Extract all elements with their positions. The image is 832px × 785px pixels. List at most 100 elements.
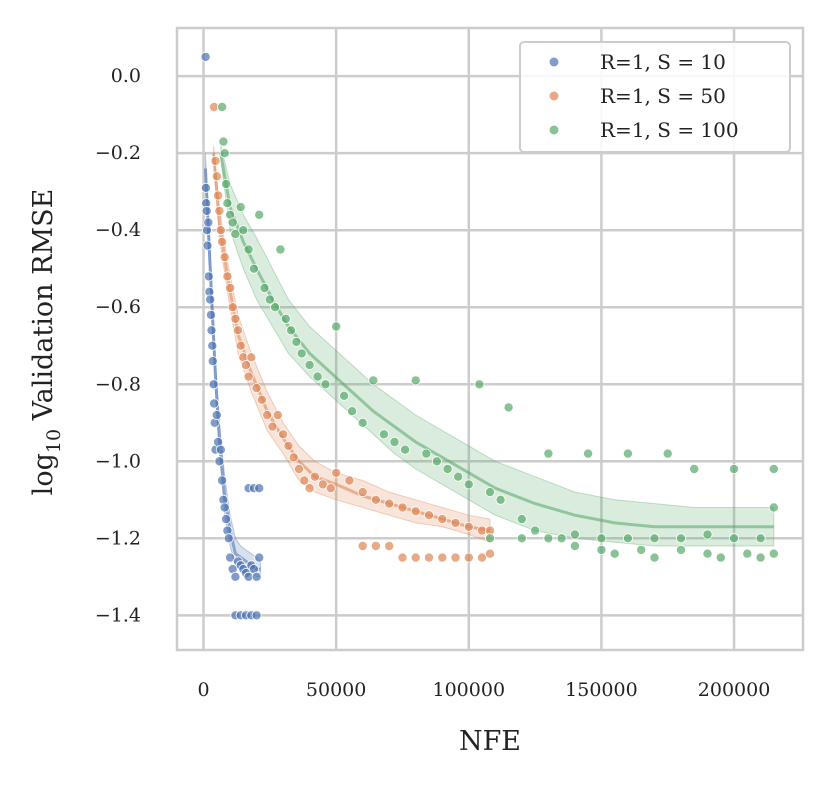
legend-label-s10: R=1, S = 10 (600, 50, 726, 74)
point-series-0 (219, 502, 230, 513)
point-series-2 (742, 548, 753, 559)
point-series-1 (410, 552, 421, 563)
point-series-2 (230, 228, 241, 239)
point-series-1 (230, 313, 241, 324)
point-series-1 (370, 541, 381, 552)
point-series-2 (543, 533, 554, 544)
point-series-2 (421, 448, 432, 459)
point-series-2 (243, 244, 254, 255)
y-tick-label: 0.0 (111, 65, 141, 87)
point-series-2 (219, 148, 230, 159)
point-series-1 (384, 541, 395, 552)
y-tick-label: −0.4 (95, 219, 141, 241)
point-series-1 (325, 483, 336, 494)
point-series-1 (210, 155, 221, 166)
point-series-2 (715, 552, 726, 563)
point-series-0 (201, 205, 212, 216)
point-series-1 (476, 552, 487, 563)
point-series-1 (450, 517, 461, 528)
point-series-0 (207, 356, 218, 367)
point-series-2 (378, 429, 389, 440)
legend-marker-s100 (549, 125, 559, 135)
point-series-1 (215, 225, 226, 236)
point-series-2 (530, 525, 541, 536)
point-series-2 (280, 313, 291, 324)
point-series-0 (209, 398, 220, 409)
y-tick-label: −1.4 (95, 604, 141, 626)
point-series-2 (676, 544, 687, 555)
point-series-0 (205, 309, 216, 320)
point-series-2 (463, 479, 474, 490)
point-series-2 (609, 548, 620, 559)
point-series-2 (331, 321, 342, 332)
point-series-2 (286, 325, 297, 336)
point-series-1 (463, 521, 474, 532)
point-series-1 (299, 475, 310, 486)
point-series-1 (317, 479, 328, 490)
y-axis-title: log10 Validation RMSE (28, 189, 65, 496)
point-series-0 (251, 610, 262, 621)
point-series-1 (357, 541, 368, 552)
point-series-1 (227, 302, 238, 313)
point-series-1 (251, 383, 262, 394)
point-series-2 (368, 375, 379, 386)
point-series-0 (215, 444, 226, 455)
point-series-1 (384, 498, 395, 509)
x-tick-label: 100000 (433, 679, 506, 701)
x-tick-labels: 0 50000 100000 150000 200000 (197, 679, 770, 701)
point-series-0 (207, 340, 218, 351)
point-series-2 (729, 463, 740, 474)
point-series-2 (410, 375, 421, 386)
point-series-2 (275, 244, 286, 255)
point-series-2 (662, 448, 673, 459)
point-series-1 (450, 552, 461, 563)
point-series-2 (389, 436, 400, 447)
point-series-2 (312, 371, 323, 382)
point-series-1 (437, 552, 448, 563)
point-series-0 (225, 552, 236, 563)
point-series-1 (423, 510, 434, 521)
point-series-1 (463, 552, 474, 563)
point-series-1 (410, 506, 421, 517)
point-series-2 (622, 533, 633, 544)
point-series-2 (516, 533, 527, 544)
point-series-0 (254, 483, 265, 494)
point-series-2 (636, 544, 647, 555)
point-series-0 (203, 271, 214, 282)
point-series-0 (205, 294, 216, 305)
point-series-2 (431, 456, 442, 467)
y-axis-title-rest: Validation RMSE (28, 189, 59, 429)
point-series-1 (331, 467, 342, 478)
y-tick-label: −0.2 (95, 142, 141, 164)
point-series-2 (596, 544, 607, 555)
point-series-2 (622, 448, 633, 459)
point-series-2 (495, 494, 506, 505)
point-series-2 (556, 533, 567, 544)
point-series-1 (243, 371, 254, 382)
point-series-2 (649, 533, 660, 544)
point-series-0 (203, 217, 214, 228)
point-series-2 (248, 263, 259, 274)
point-series-0 (223, 533, 234, 544)
x-axis-title: NFE (459, 726, 521, 757)
legend-marker-s10 (549, 57, 559, 67)
point-series-2 (569, 529, 580, 540)
point-series-2 (596, 533, 607, 544)
point-series-1 (283, 440, 294, 451)
point-series-2 (453, 471, 464, 482)
point-series-0 (254, 552, 265, 563)
point-series-1 (293, 463, 304, 474)
point-series-2 (264, 294, 275, 305)
point-series-2 (217, 102, 228, 113)
point-series-1 (246, 352, 257, 363)
plot-frame (175, 26, 805, 652)
point-series-2 (702, 529, 713, 540)
point-series-0 (214, 456, 225, 467)
point-series-1 (357, 487, 368, 498)
point-series-2 (543, 448, 554, 459)
point-series-2 (320, 379, 331, 390)
x-tick-label: 50000 (306, 679, 366, 701)
legend-label-s100: R=1, S = 100 (600, 118, 739, 142)
point-series-2 (347, 406, 358, 417)
